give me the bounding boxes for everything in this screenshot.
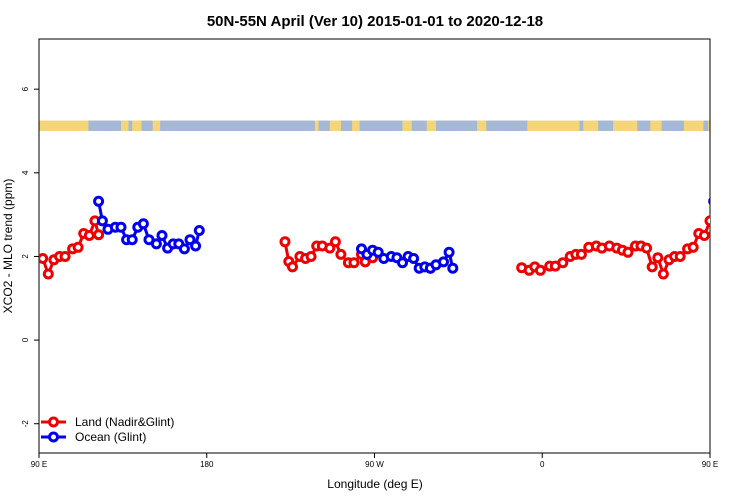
series-point — [372, 246, 384, 258]
series-point — [42, 268, 54, 280]
series-layer — [39, 195, 750, 280]
series-point — [408, 253, 420, 264]
series-point — [59, 251, 71, 262]
strip-ocean — [318, 120, 330, 131]
strip-ocean — [486, 120, 528, 131]
series-point — [704, 215, 710, 227]
land-ocean-strip — [39, 120, 710, 131]
series-point — [743, 236, 750, 244]
series-point — [646, 261, 658, 273]
legend-land-label: Land (Nadir&Glint) — [75, 415, 174, 429]
strip-ocean — [340, 120, 353, 131]
series-point — [115, 221, 127, 233]
strip-ocean — [93, 120, 122, 131]
series-point — [397, 257, 408, 269]
strip-ocean — [637, 120, 651, 131]
x-axis: 90 E 180 90 W 0 90 E — [31, 453, 718, 469]
series-point — [674, 251, 686, 262]
series-point — [575, 248, 587, 260]
series-point — [738, 236, 746, 244]
strip-ocean — [411, 120, 427, 131]
series-point — [193, 225, 205, 236]
series-point — [137, 218, 149, 230]
x-tick-label: 90 W — [365, 460, 384, 469]
y-tick-label: -2 — [21, 420, 30, 428]
y-tick-label: 6 — [21, 86, 30, 91]
y-tick-label: 0 — [21, 337, 30, 342]
series-point — [190, 240, 202, 252]
series-point — [184, 234, 196, 246]
chart-title: 50N-55N April (Ver 10) 2015-01-01 to 202… — [207, 13, 543, 30]
series-point — [622, 246, 634, 258]
strip-ocean — [703, 120, 709, 131]
x-tick-label: 180 — [200, 460, 214, 469]
strip-ocean — [579, 120, 584, 131]
series-point — [438, 256, 449, 268]
y-axis: -2 0 2 4 6 — [21, 86, 39, 427]
strip-ocean — [661, 120, 684, 131]
series-point — [156, 230, 168, 241]
legend-ocean-label: Ocean (Glint) — [75, 430, 146, 444]
series-point — [557, 257, 569, 269]
x-axis-label: Longitude (deg E) — [327, 477, 422, 491]
strip-ocean — [128, 120, 133, 131]
series-point — [447, 262, 459, 274]
y-tick-label: 4 — [21, 170, 30, 175]
legend-ocean-marker — [48, 431, 59, 443]
series-point — [178, 243, 190, 255]
x-tick-label: 0 — [540, 460, 545, 469]
series-point — [324, 242, 336, 254]
strip-ocean — [436, 120, 478, 131]
series-point — [348, 257, 360, 269]
strip-ocean — [160, 120, 315, 131]
series-0 — [39, 215, 710, 280]
series-point — [72, 241, 84, 253]
y-tick-label: 2 — [21, 254, 30, 259]
series-point — [698, 230, 710, 241]
series-line — [714, 201, 750, 239]
series-point — [534, 264, 546, 276]
series-point — [714, 217, 722, 225]
series-point — [708, 197, 710, 206]
strip-ocean — [359, 120, 403, 131]
series-point — [641, 242, 653, 254]
series-point — [687, 241, 699, 253]
series-point — [93, 195, 105, 207]
legend: Land (Nadir&Glint) Ocean (Glint) — [41, 415, 174, 444]
series-point — [732, 222, 740, 230]
series-point — [335, 248, 347, 260]
series-point — [279, 236, 291, 248]
series-1 — [93, 195, 750, 274]
series-point — [657, 268, 669, 280]
series-point — [652, 252, 664, 264]
series-point — [150, 238, 162, 250]
x-tick-label: 90 E — [702, 460, 718, 469]
series-point — [443, 246, 455, 258]
series-point — [305, 251, 317, 262]
strip-ocean — [141, 120, 153, 131]
series-point — [329, 236, 341, 248]
series-point — [39, 253, 49, 264]
strip-ocean — [598, 120, 614, 131]
strip-ocean — [88, 120, 94, 131]
series-point — [93, 229, 105, 241]
series-point — [708, 230, 710, 239]
series-point — [83, 230, 95, 241]
legend-land-marker — [48, 416, 59, 428]
y-axis-label: XCO2 - MLO trend (ppm) — [1, 179, 15, 314]
series-point — [719, 225, 727, 233]
series-point — [126, 234, 138, 246]
series-point — [96, 215, 108, 227]
x-tick-label: 90 E — [31, 460, 47, 469]
series-point — [287, 261, 298, 273]
series-point — [727, 223, 735, 231]
